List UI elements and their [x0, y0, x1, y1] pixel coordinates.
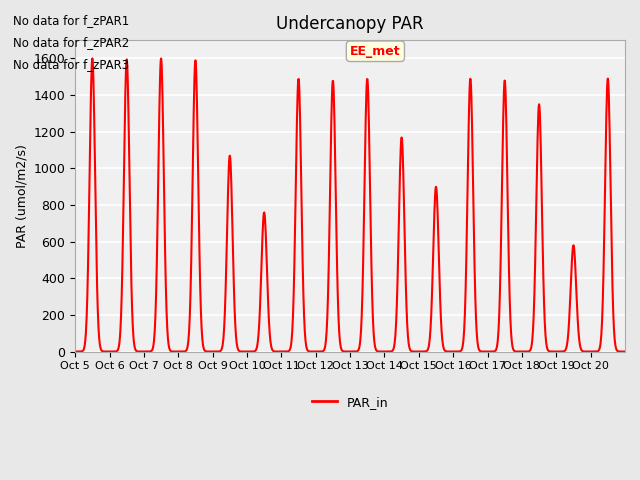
Text: No data for f_zPAR2: No data for f_zPAR2 [13, 36, 129, 49]
Title: Undercanopy PAR: Undercanopy PAR [276, 15, 424, 33]
Y-axis label: PAR (umol/m2/s): PAR (umol/m2/s) [15, 144, 28, 248]
Text: No data for f_zPAR3: No data for f_zPAR3 [13, 58, 129, 71]
Text: No data for f_zPAR1: No data for f_zPAR1 [13, 14, 129, 27]
Legend: PAR_in: PAR_in [307, 391, 394, 414]
Text: EE_met: EE_met [350, 45, 401, 58]
